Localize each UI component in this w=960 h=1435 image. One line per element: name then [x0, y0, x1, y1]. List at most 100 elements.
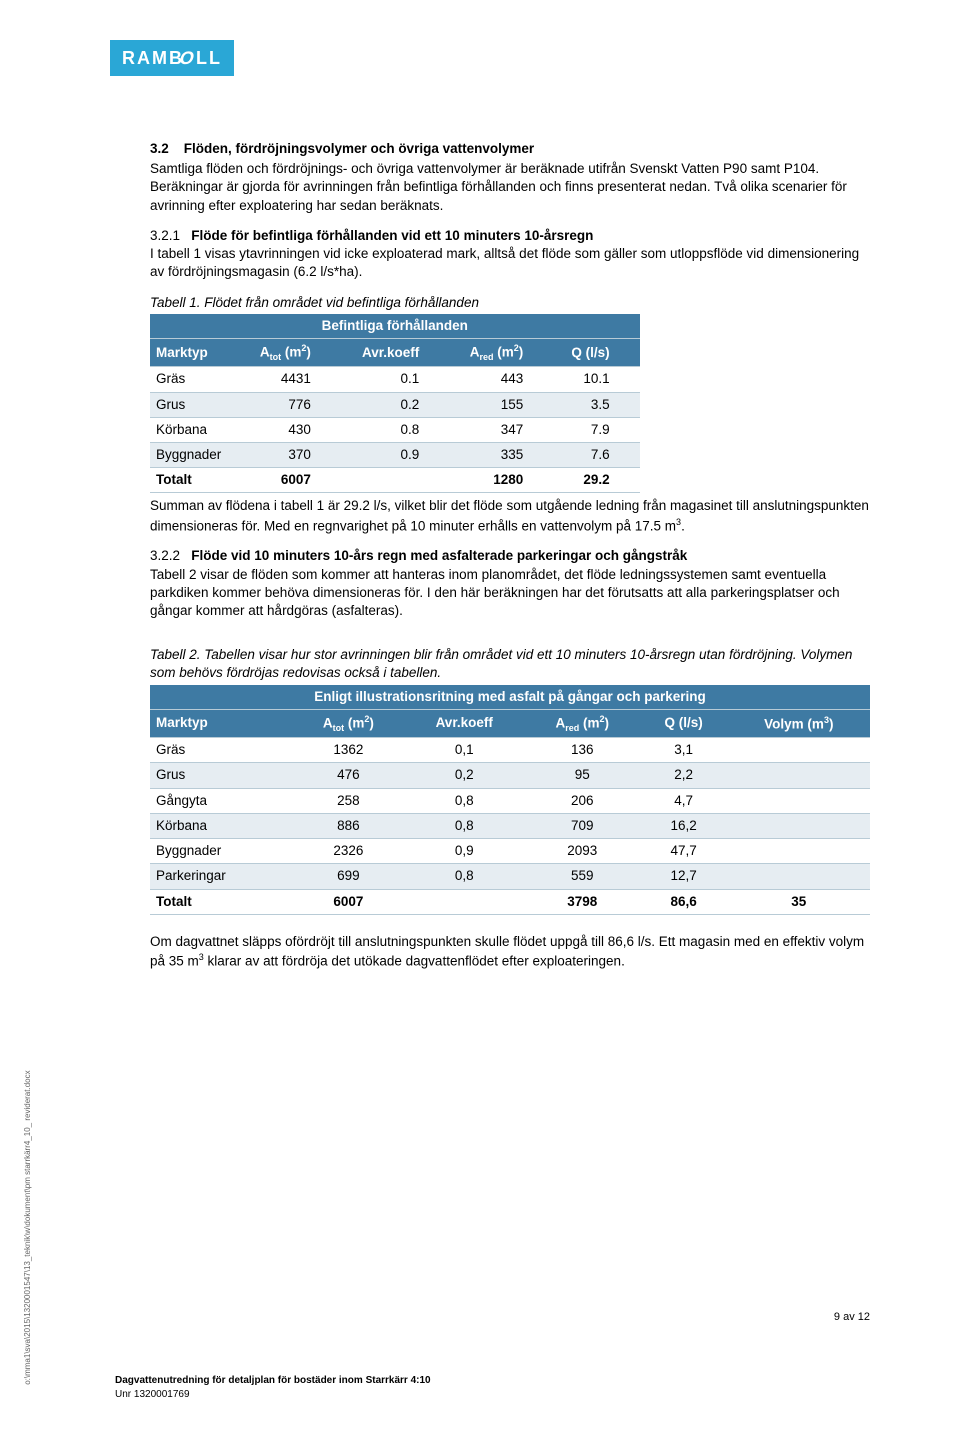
cell-ared: 3798: [525, 889, 640, 914]
cell-name: Totalt: [150, 468, 240, 493]
page-footer: Dagvattenutredning för detaljplan för bo…: [115, 1374, 431, 1401]
heading-3-2: 3.2 Flöden, fördröjningsvolymer och övri…: [150, 140, 870, 158]
table-2-total-row: Totalt 6007 3798 86,6 35: [150, 889, 870, 914]
cell-q: 3,1: [640, 738, 728, 763]
cell-atot: 258: [293, 788, 403, 813]
footer-unr: Unr 1320001769: [115, 1388, 431, 1402]
page-number: 9 av 12: [834, 1310, 870, 1325]
cell-vol: 35: [728, 889, 870, 914]
cell-q: 2,2: [640, 763, 728, 788]
cell-atot: 2326: [293, 839, 403, 864]
cell-atot: 4431: [240, 367, 341, 392]
cell-atot: 476: [293, 763, 403, 788]
table-1-banner: Befintliga förhållanden: [150, 314, 640, 339]
cell-koeff: 0,2: [404, 763, 525, 788]
footer-title: Dagvattenutredning för detaljplan för bo…: [115, 1374, 431, 1388]
table-1: Befintliga förhållanden Marktyp Atot (m2…: [150, 314, 640, 494]
cell-atot: 1362: [293, 738, 403, 763]
cell-ared: 559: [525, 864, 640, 889]
heading-number: 3.2.1: [150, 228, 180, 243]
table-row: Gångyta 258 0,8 206 4,7: [150, 788, 870, 813]
table-row: Grus 476 0,2 95 2,2: [150, 763, 870, 788]
cell-atot: 370: [240, 442, 341, 467]
cell-name: Gångyta: [150, 788, 293, 813]
paragraph: Tabell 2 visar de flöden som kommer att …: [150, 567, 840, 618]
col-q: Q (l/s): [553, 338, 639, 366]
col-atot: Atot (m2): [293, 709, 403, 737]
cell-name: Körbana: [150, 813, 293, 838]
closing-paragraph: Om dagvattnet släpps ofördröjt till ansl…: [150, 933, 870, 971]
cell-ared: 335: [449, 442, 553, 467]
cell-q: 12,7: [640, 864, 728, 889]
cell-ared: 443: [449, 367, 553, 392]
table-2-header-row: Marktyp Atot (m2) Avr.koeff Ared (m2) Q …: [150, 709, 870, 737]
cell-vol: [728, 763, 870, 788]
cell-vol: [728, 738, 870, 763]
cell-vol: [728, 839, 870, 864]
cell-name: Grus: [150, 392, 240, 417]
cell-koeff: 0,8: [404, 864, 525, 889]
cell-q: 47,7: [640, 839, 728, 864]
table-1-total-row: Totalt 6007 1280 29.2: [150, 468, 640, 493]
cell-ared: 206: [525, 788, 640, 813]
cell-ared: 2093: [525, 839, 640, 864]
heading-title: Flöden, fördröjningsvolymer och övriga v…: [184, 141, 534, 156]
col-marktyp: Marktyp: [150, 709, 293, 737]
cell-ared: 95: [525, 763, 640, 788]
cell-ared: 709: [525, 813, 640, 838]
cell-name: Körbana: [150, 417, 240, 442]
cell-q: 7.6: [553, 442, 639, 467]
cell-q: 10.1: [553, 367, 639, 392]
cell-koeff: 0.1: [341, 367, 449, 392]
table-row: Gräs 4431 0.1 443 10.1: [150, 367, 640, 392]
col-atot: Atot (m2): [240, 338, 341, 366]
cell-q: 16,2: [640, 813, 728, 838]
table-2-body: Gräs 1362 0,1 136 3,1 Grus 476 0,2 95 2,…: [150, 738, 870, 889]
cell-koeff: 0.9: [341, 442, 449, 467]
cell-q: 3.5: [553, 392, 639, 417]
cell-ared: 155: [449, 392, 553, 417]
table-2-caption: Tabell 2. Tabellen visar hur stor avrinn…: [150, 646, 870, 682]
table-1-caption: Tabell 1. Flödet från området vid befint…: [150, 294, 870, 312]
heading-number: 3.2.2: [150, 548, 180, 563]
cell-ared: 1280: [449, 468, 553, 493]
cell-atot: 699: [293, 864, 403, 889]
cell-q: 86,6: [640, 889, 728, 914]
col-avrkoeff: Avr.koeff: [404, 709, 525, 737]
col-volym: Volym (m3): [728, 709, 870, 737]
table-row: Byggnader 370 0.9 335 7.6: [150, 442, 640, 467]
cell-name: Gräs: [150, 367, 240, 392]
cell-atot: 430: [240, 417, 341, 442]
cell-name: Gräs: [150, 738, 293, 763]
cell-atot: 776: [240, 392, 341, 417]
cell-vol: [728, 864, 870, 889]
section-3-2-1: 3.2.1 Flöde för befintliga förhållanden …: [150, 227, 870, 282]
cell-atot: 886: [293, 813, 403, 838]
cell-koeff: 0.8: [341, 417, 449, 442]
cell-ared: 347: [449, 417, 553, 442]
col-ared: Ared (m2): [449, 338, 553, 366]
table-row: Körbana 886 0,8 709 16,2: [150, 813, 870, 838]
cell-q: 4,7: [640, 788, 728, 813]
cell-koeff: [341, 468, 449, 493]
cell-atot: 6007: [240, 468, 341, 493]
summary-after-table1: Summan av flödena i tabell 1 är 29.2 l/s…: [150, 497, 870, 535]
table-row: Grus 776 0.2 155 3.5: [150, 392, 640, 417]
file-path-sidebar: o:\mma1\sva\2015\1320001547\13_teknik\w\…: [23, 1071, 34, 1385]
section-3-2-2: 3.2.2 Flöde vid 10 minuters 10-års regn …: [150, 547, 870, 620]
table-row: Parkeringar 699 0,8 559 12,7: [150, 864, 870, 889]
col-marktyp: Marktyp: [150, 338, 240, 366]
col-ared: Ared (m2): [525, 709, 640, 737]
cell-atot: 6007: [293, 889, 403, 914]
paragraph: I tabell 1 visas ytavrinningen vid icke …: [150, 246, 859, 279]
cell-koeff: 0,1: [404, 738, 525, 763]
cell-name: Parkeringar: [150, 864, 293, 889]
cell-koeff: 0.2: [341, 392, 449, 417]
table-row: Körbana 430 0.8 347 7.9: [150, 417, 640, 442]
cell-q: 7.9: [553, 417, 639, 442]
col-q: Q (l/s): [640, 709, 728, 737]
table-2: Enligt illustrationsritning med asfalt p…: [150, 685, 870, 915]
table-1-body: Gräs 4431 0.1 443 10.1 Grus 776 0.2 155 …: [150, 367, 640, 468]
cell-koeff: 0,9: [404, 839, 525, 864]
cell-name: Byggnader: [150, 839, 293, 864]
